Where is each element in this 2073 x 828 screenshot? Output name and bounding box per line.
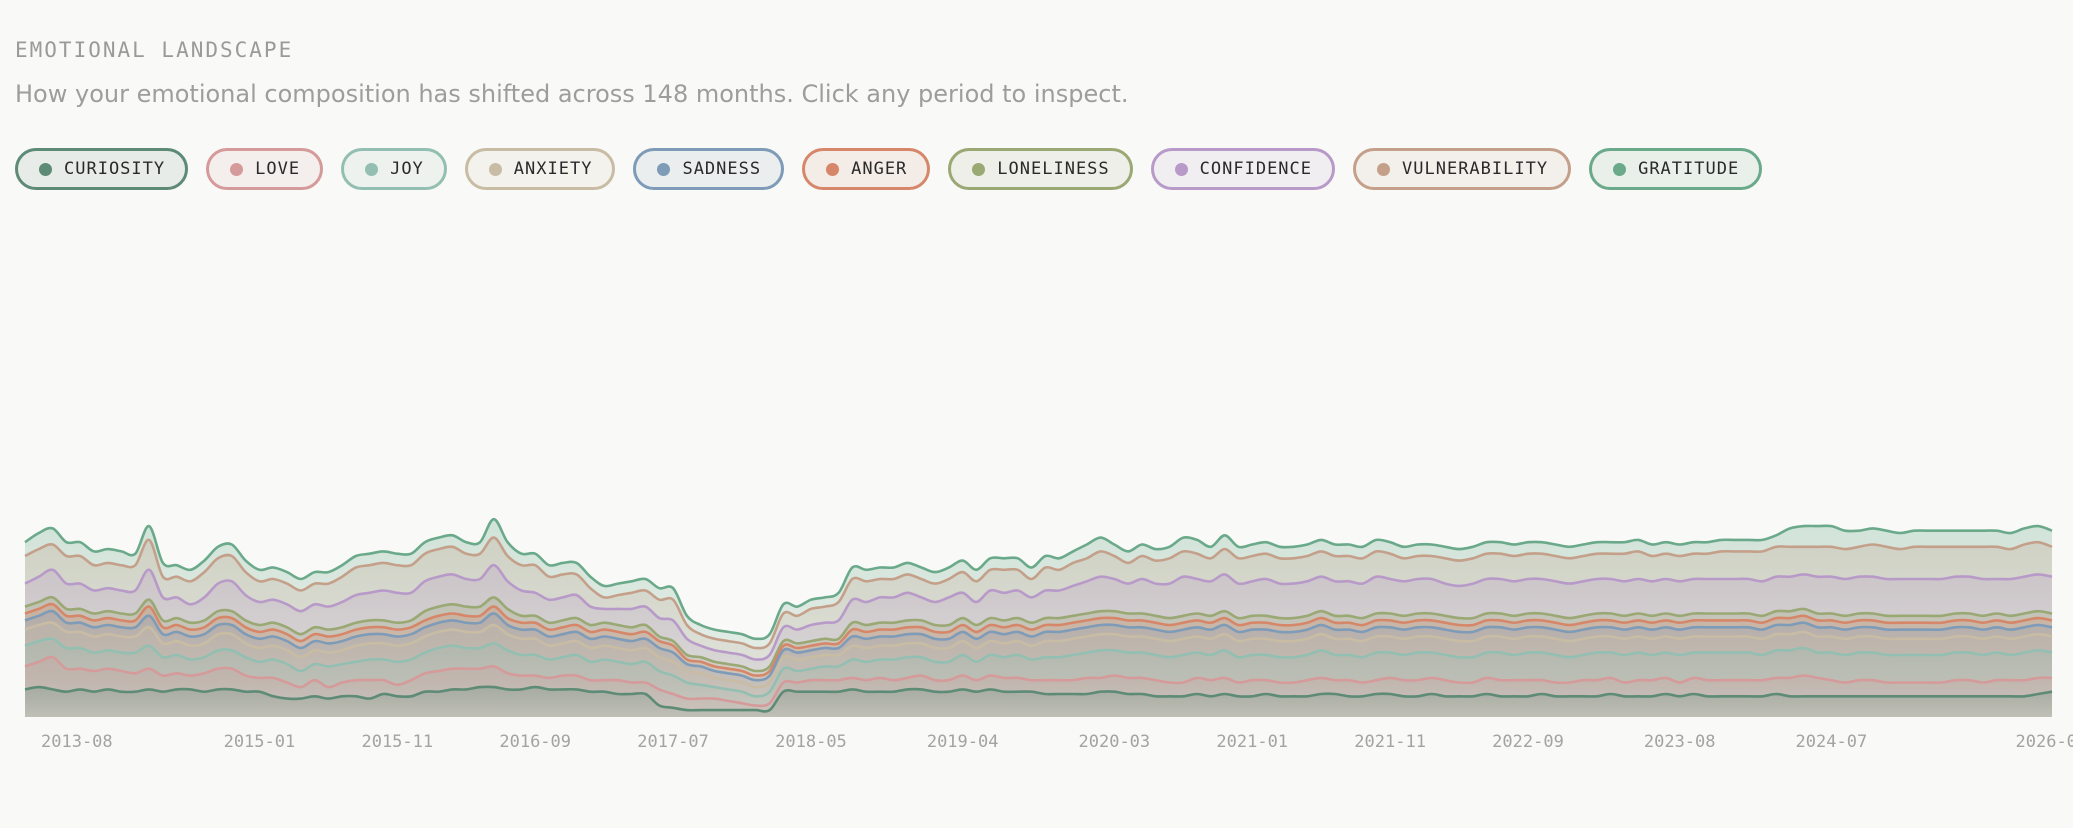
x-tick-label: 2017-07 xyxy=(637,732,709,752)
series-line-curiosity xyxy=(24,685,2053,713)
legend-label: CURIOSITY xyxy=(64,159,166,179)
legend-chip-confidence[interactable]: CONFIDENCE xyxy=(1150,148,1336,190)
legend: CURIOSITY LOVE JOY ANXIETY SADNESS ANGER LONEL… xyxy=(15,148,1763,190)
legend-label: VULNERABILITY xyxy=(1402,159,1549,179)
series-line-vulnerability xyxy=(24,536,2053,650)
legend-chip-loneliness[interactable]: LONELINESS xyxy=(948,148,1133,190)
series-line-anxiety xyxy=(24,621,2053,689)
legend-chip-anxiety[interactable]: ANXIETY xyxy=(464,148,616,190)
x-tick-label: 2019-04 xyxy=(927,732,999,752)
legend-chip-love[interactable]: LOVE xyxy=(206,148,324,190)
legend-label: GRATITUDE xyxy=(1638,159,1740,179)
legend-chip-vulnerability[interactable]: VULNERABILITY xyxy=(1353,148,1572,190)
legend-chip-anger[interactable]: ANGER xyxy=(802,148,931,190)
legend-dot-icon xyxy=(657,162,671,176)
legend-label: JOY xyxy=(390,159,424,179)
x-tick-label: 2020-03 xyxy=(1079,732,1151,752)
series-line-loneliness xyxy=(24,595,2053,673)
chart-subtitle: How your emotional composition has shift… xyxy=(15,80,1129,108)
legend-dot-icon xyxy=(365,162,379,176)
legend-label: CONFIDENCE xyxy=(1199,159,1313,179)
x-tick-label: 2024-07 xyxy=(1796,732,1868,752)
x-tick-label: 2013-08 xyxy=(41,732,113,752)
legend-dot-icon xyxy=(230,162,244,176)
series-line-joy xyxy=(24,637,2053,698)
series-line-anger xyxy=(24,602,2053,677)
legend-dot-icon xyxy=(1613,162,1627,176)
x-tick-label: 2021-11 xyxy=(1354,732,1426,752)
x-tick-label: 2021-01 xyxy=(1216,732,1288,752)
series-line-gratitude xyxy=(24,517,2053,641)
x-tick-label: 2015-01 xyxy=(224,732,296,752)
legend-label: ANXIETY xyxy=(513,159,593,179)
legend-chip-sadness[interactable]: SADNESS xyxy=(633,148,785,190)
legend-label: LOVE xyxy=(255,159,301,179)
legend-dot-icon xyxy=(39,162,52,176)
legend-chip-joy[interactable]: JOY xyxy=(341,148,447,190)
legend-chip-gratitude[interactable]: GRATITUDE xyxy=(1589,148,1763,190)
x-tick-label: 2016-09 xyxy=(499,732,571,752)
legend-dot-icon xyxy=(488,162,502,176)
x-tick-label: 2015-11 xyxy=(361,732,433,752)
x-tick-label: 2023-08 xyxy=(1644,732,1716,752)
x-tick-label: 2022-09 xyxy=(1492,732,1564,752)
series-line-sadness xyxy=(24,609,2053,682)
series-line-love xyxy=(24,655,2053,708)
legend-label: LONELINESS xyxy=(997,159,1110,179)
legend-dot-icon xyxy=(1174,162,1188,176)
x-tick-label: 2026-03 xyxy=(2016,732,2073,752)
chart-eyebrow: EMOTIONAL LANDSCAPE xyxy=(15,38,294,62)
legend-label: ANGER xyxy=(851,159,908,179)
x-tick-label: 2018-05 xyxy=(775,732,847,752)
legend-label: SADNESS xyxy=(682,159,762,179)
legend-dot-icon xyxy=(1377,162,1391,176)
legend-dot-icon xyxy=(826,162,840,176)
legend-dot-icon xyxy=(972,162,986,176)
series-line-confidence xyxy=(24,563,2053,661)
legend-chip-curiosity[interactable]: CURIOSITY xyxy=(15,148,189,190)
